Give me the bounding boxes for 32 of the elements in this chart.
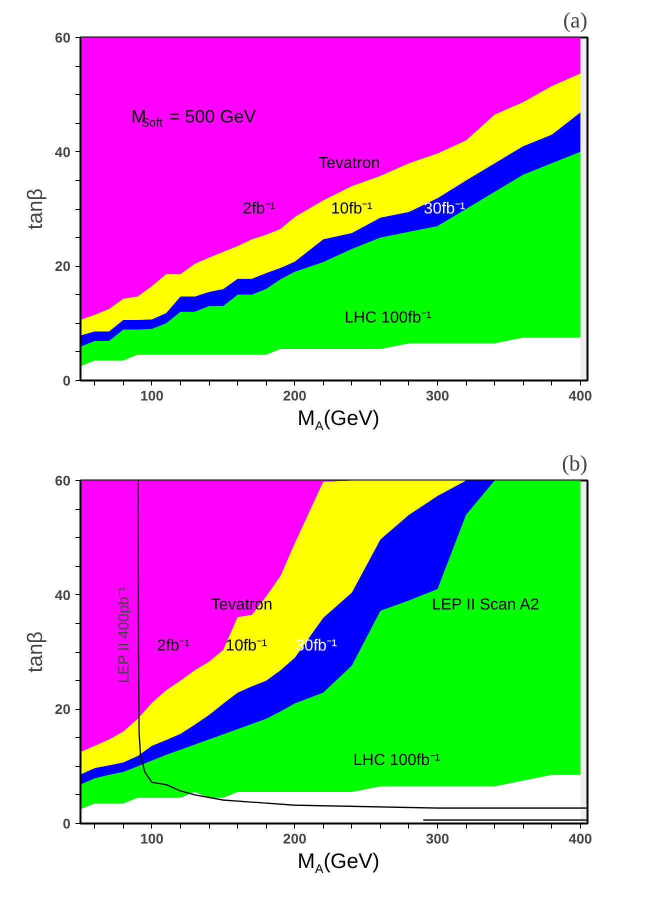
x-tick-label: 400: [568, 388, 592, 404]
annotation: 10fb⁻¹: [226, 638, 268, 655]
x-tick-label: 100: [140, 388, 164, 404]
y-tick-label: 40: [54, 586, 71, 603]
y-tick-label: 0: [62, 816, 71, 832]
y-tick-label: 40: [54, 144, 71, 160]
y-axis-title: tanβ: [24, 631, 47, 673]
y-tick-label: 60: [54, 472, 71, 488]
y-tick-label: 20: [54, 258, 71, 274]
annotation: 30fb⁻¹: [424, 200, 466, 218]
x-axis-title: M$_{A}$(GeV): [298, 406, 380, 436]
x-tick-label: 300: [426, 830, 450, 846]
y-tick-label: 20: [54, 701, 71, 718]
x-tick-label: 100: [140, 830, 164, 846]
y-tick-label: 60: [54, 30, 71, 46]
x-tick-label: 200: [283, 388, 307, 404]
x-axis-title: M$_{A}$(GeV): [298, 849, 380, 878]
chart-subtitle: (b): [562, 450, 588, 476]
annotation: LEP II Scan A2: [432, 596, 540, 614]
x-tick-label: 400: [568, 830, 592, 846]
text: LEP II 400pb⁻¹: [116, 586, 133, 684]
chart-subtitle: (a): [563, 8, 588, 32]
annotation: Tevatron: [318, 154, 380, 172]
annotation: LHC 100fb⁻¹: [353, 752, 440, 770]
x-tick-label: 300: [426, 388, 450, 404]
x-tick-label: 200: [283, 830, 307, 846]
annotation: 2fb⁻¹: [156, 638, 190, 655]
annotation: 10fb⁻¹: [331, 200, 372, 218]
y-axis-title: tanβ: [24, 188, 47, 230]
y-tick-label: 0: [62, 372, 71, 388]
annotation: LHC 100fb⁻¹: [344, 310, 432, 327]
annotation: 2fb⁻¹: [242, 200, 276, 218]
